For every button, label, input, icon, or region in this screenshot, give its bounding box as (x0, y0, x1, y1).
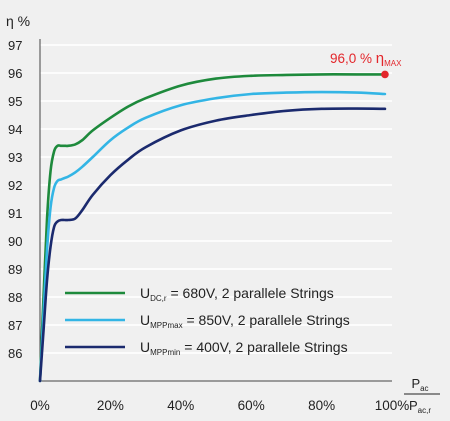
x-tick-label: 0% (30, 398, 50, 413)
legend-label: UDC,r = 680V, 2 parallele Strings (140, 285, 334, 303)
x-tick-label: 40% (167, 398, 194, 413)
y-tick-label: 90 (8, 234, 22, 249)
y-tick-label: 95 (8, 94, 22, 109)
y-tick-label: 86 (8, 346, 22, 361)
y-tick-label: 96 (8, 66, 22, 81)
x-axis-label-denominator: Pac,r (409, 398, 431, 415)
legend-label: UMPPmin = 400V, 2 parallele Strings (140, 339, 348, 357)
y-tick-label: 94 (8, 122, 22, 137)
series-line-umppmin (38, 107, 387, 383)
legend-item-umppmax: UMPPmax = 850V, 2 parallele Strings (65, 312, 350, 330)
legend-item-udc: UDC,r = 680V, 2 parallele Strings (65, 285, 334, 303)
y-tick-label: 88 (8, 290, 22, 305)
y-tick-label: 87 (8, 318, 22, 333)
max-efficiency-point (381, 70, 389, 79)
legend-item-umppmin: UMPPmin = 400V, 2 parallele Strings (65, 339, 348, 357)
y-tick-label: 89 (8, 262, 22, 277)
y-tick-label: 97 (8, 38, 22, 53)
x-tick-label: 20% (97, 398, 124, 413)
x-axis-label-numerator: Pac (411, 376, 428, 393)
series-line-udc (38, 73, 387, 383)
y-tick-label: 91 (8, 206, 22, 221)
y-tick-label: 93 (8, 150, 22, 165)
legend-label: UMPPmax = 850V, 2 parallele Strings (140, 312, 350, 330)
y-axis-label: η % (6, 13, 30, 29)
max-efficiency-annotation: 96,0 % ηMAX (330, 50, 402, 68)
series-line-umppmax (38, 90, 387, 383)
x-tick-label: 60% (238, 398, 265, 413)
y-tick-label: 92 (8, 178, 22, 193)
x-tick-label: 80% (308, 398, 335, 413)
x-tick-label: 100% (375, 398, 410, 413)
